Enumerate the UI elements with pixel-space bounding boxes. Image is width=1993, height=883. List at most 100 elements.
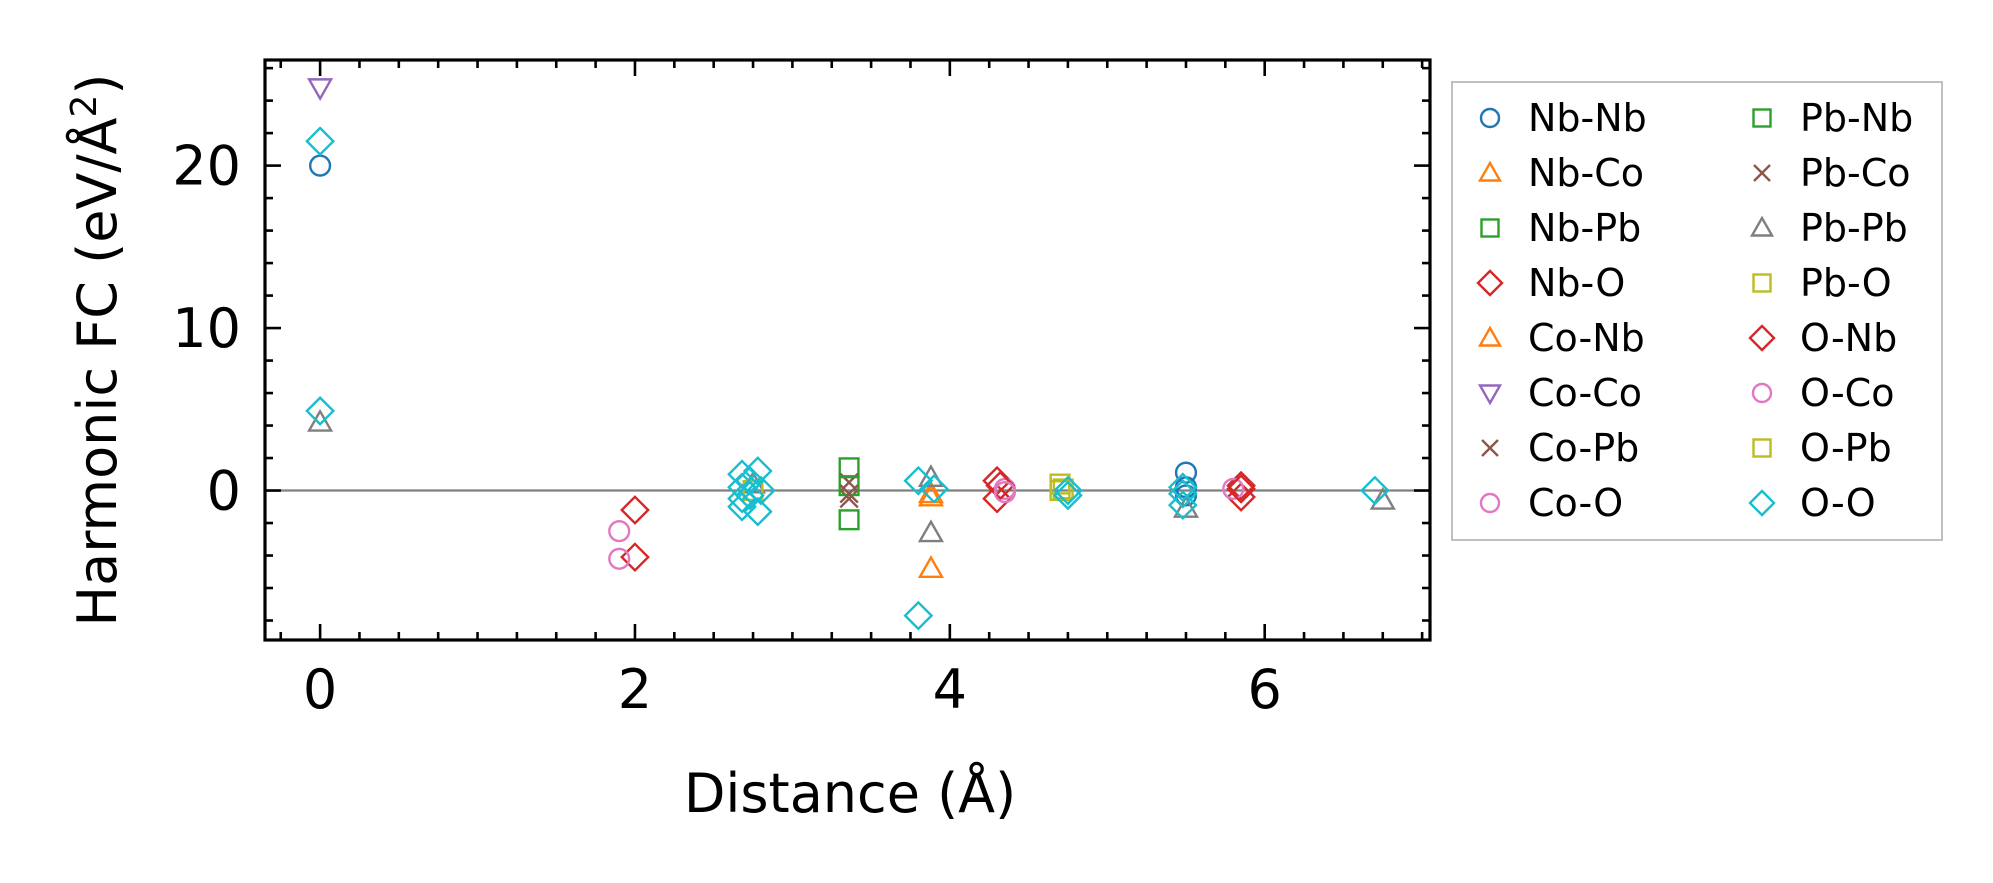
legend-entries: Nb-Nb Nb-Co Nb-Pb Nb-O Co-Nb Co-Co Co-Pb Co-O Pb… [1476, 96, 1913, 525]
legend-marker [1477, 160, 1503, 182]
data-point [307, 78, 334, 102]
legend-label: Co-O [1528, 481, 1623, 525]
legend-marker [1477, 325, 1503, 347]
legend-marker [1752, 438, 1772, 458]
x-tick-labels: 0 2 4 6 [303, 658, 1282, 721]
data-point [1053, 475, 1083, 506]
x-tick-label: 6 [1248, 658, 1282, 721]
legend-entry-o-nb: O-Nb [1748, 316, 1897, 360]
legend-label: O-Co [1800, 371, 1894, 415]
legend-entry-nb-co: Nb-Co [1477, 151, 1644, 195]
legend-marker [1749, 215, 1775, 237]
data-point [985, 470, 1016, 501]
y-tick-labels: 0 10 20 [172, 135, 241, 523]
data-point [903, 465, 934, 496]
data-point [727, 491, 757, 522]
legend: Nb-Nb Nb-Co Nb-Pb Nb-O Co-Nb Co-Co Co-Pb Co-O Pb… [1451, 81, 1943, 541]
legend-entry-o-co: O-Co [1751, 371, 1894, 415]
legend-label: Co-Pb [1528, 426, 1639, 470]
legend-marker [1752, 273, 1772, 293]
legend-label: Nb-Pb [1528, 206, 1641, 250]
legend-entry-pb-o: Pb-O [1752, 261, 1892, 305]
legend-entry-o-o: O-O [1748, 481, 1876, 525]
data-point [917, 483, 945, 507]
series-co-co [307, 78, 334, 102]
legend-marker [1476, 269, 1504, 297]
data-point [305, 126, 335, 157]
legend-entry-nb-pb: Nb-Pb [1480, 206, 1641, 250]
legend-marker [1479, 107, 1501, 129]
legend-marker [1752, 108, 1772, 128]
series-o-nb [985, 470, 1256, 504]
data-point [307, 408, 334, 432]
legend-entry-pb-nb: Pb-Nb [1752, 96, 1913, 140]
data-markers [305, 78, 1396, 631]
legend-label: O-Pb [1800, 426, 1892, 470]
x-tick-label: 2 [618, 658, 652, 721]
legend-label: Nb-Nb [1528, 96, 1647, 140]
x-tick-label: 4 [933, 658, 967, 721]
data-point [1053, 480, 1083, 511]
series-nb-co [917, 483, 945, 578]
legend-marker [1751, 382, 1773, 404]
legend-entry-nb-o: Nb-O [1476, 261, 1625, 305]
y-tick-label: 0 [207, 460, 241, 523]
data-point [608, 520, 631, 543]
legend-label: Pb-Nb [1800, 96, 1913, 140]
data-point [1222, 477, 1245, 501]
data-point [917, 555, 945, 578]
y-axis-label-end: ) [66, 74, 129, 95]
y-tick-label: 20 [172, 135, 241, 198]
data-point [742, 456, 773, 486]
legend-label: Co-Co [1528, 371, 1642, 415]
legend-label: O-Nb [1800, 316, 1897, 360]
data-point [838, 509, 860, 531]
data-point [1226, 470, 1256, 501]
legend-entry-o-pb: O-Pb [1752, 426, 1892, 470]
data-point [917, 519, 945, 543]
data-point [919, 474, 949, 504]
legend-marker [1748, 489, 1776, 517]
data-point [608, 547, 631, 570]
legend-marker [1477, 384, 1503, 406]
legend-entry-pb-co: Pb-Co [1753, 151, 1911, 195]
x-axis-label: Distance (Å) [684, 761, 1016, 825]
y-tick-label: 10 [172, 297, 241, 360]
y-axis-label: Harmonic FC (eV/Å2) [64, 74, 129, 627]
data-point [1167, 472, 1198, 503]
legend-marker [1748, 324, 1776, 352]
legend-entry-co-nb: Co-Nb [1477, 316, 1645, 360]
y-axis-label-superscript: 2 [64, 95, 105, 118]
data-point [1369, 486, 1396, 510]
legend-label: Pb-Co [1800, 151, 1911, 195]
plot-area-frame [263, 58, 1432, 642]
data-point [1167, 478, 1198, 509]
data-point [1167, 490, 1198, 521]
legend-label: Pb-Pb [1800, 206, 1908, 250]
legend-frame [1451, 81, 1943, 541]
series-pb-pb [307, 408, 1396, 543]
data-point [1226, 474, 1256, 504]
data-point [839, 489, 859, 509]
legend-label: Co-Nb [1528, 316, 1645, 360]
legend-marker [1480, 218, 1500, 238]
legend-entry-co-o: Co-O [1479, 481, 1623, 525]
data-point [734, 480, 765, 511]
series-pb-co [839, 484, 859, 504]
legend-marker [1481, 439, 1499, 457]
data-point [839, 484, 859, 504]
data-point [903, 600, 934, 631]
legend-entry-pb-pb: Pb-Pb [1749, 206, 1908, 250]
x-tick-label: 0 [303, 658, 337, 721]
data-point [620, 495, 650, 525]
legend-label: Nb-O [1528, 261, 1625, 305]
legend-entry-co-pb: Co-Pb [1481, 426, 1639, 470]
legend-entry-co-co: Co-Co [1477, 371, 1642, 415]
legend-marker [1479, 492, 1501, 514]
legend-label: Pb-O [1800, 261, 1892, 305]
data-point [305, 396, 335, 426]
legend-label: Nb-Co [1528, 151, 1644, 195]
series-o-co [993, 481, 1017, 504]
data-point [993, 481, 1017, 504]
